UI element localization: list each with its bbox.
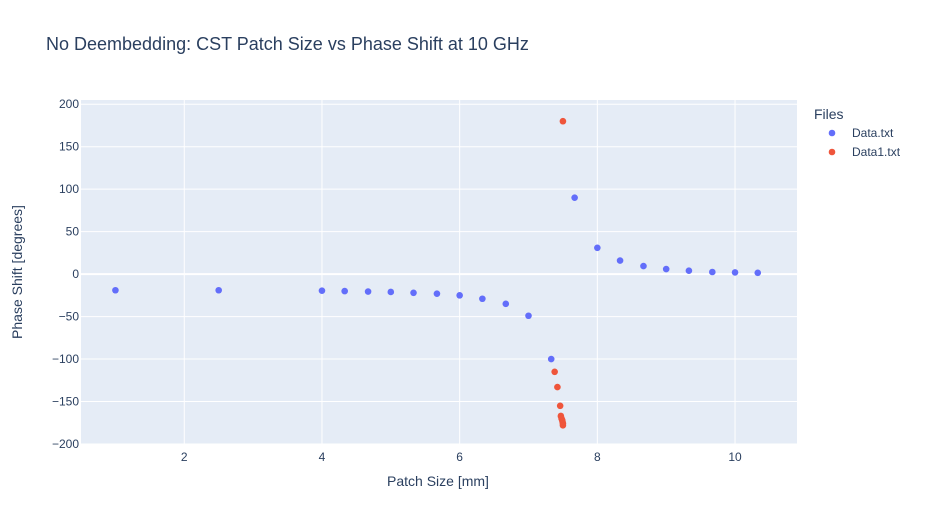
y-tick-label: 100 xyxy=(59,182,79,196)
x-tick-label: 10 xyxy=(728,450,742,464)
data-point[interactable] xyxy=(731,269,739,276)
legend-title: Files xyxy=(814,106,844,122)
legend-item-label[interactable]: Data.txt xyxy=(852,126,894,140)
data-point[interactable] xyxy=(616,257,624,264)
data-point[interactable] xyxy=(215,286,222,294)
y-axis-ticks: −200 −150 −100 −50 0 50 100 150 200 xyxy=(52,97,79,451)
x-tick-label: 8 xyxy=(594,450,601,464)
data-point[interactable] xyxy=(318,287,326,294)
x-axis-label: Patch Size [mm] xyxy=(387,473,489,489)
data-point[interactable] xyxy=(341,287,348,295)
data-point[interactable] xyxy=(112,286,119,294)
data-point[interactable] xyxy=(662,265,670,273)
data-point[interactable] xyxy=(685,267,693,275)
data-point[interactable] xyxy=(554,383,561,391)
y-tick-label: −150 xyxy=(52,395,79,409)
legend: Files Data.txt Data1.txt xyxy=(814,106,901,159)
data-point[interactable] xyxy=(754,269,762,277)
data-point[interactable] xyxy=(456,292,463,299)
data-point[interactable] xyxy=(594,244,601,252)
data-point[interactable] xyxy=(387,288,395,296)
y-axis-label: Phase Shift [degrees] xyxy=(9,205,25,339)
data-point[interactable] xyxy=(502,300,510,308)
plot-area xyxy=(81,100,797,444)
legend-marker[interactable] xyxy=(828,129,836,137)
legend-marker[interactable] xyxy=(828,148,836,156)
y-tick-label: 150 xyxy=(59,140,79,154)
data-point[interactable] xyxy=(479,295,486,303)
x-tick-label: 2 xyxy=(181,450,188,464)
data-point[interactable] xyxy=(410,289,417,297)
data-point[interactable] xyxy=(559,117,567,125)
data-points xyxy=(112,117,762,429)
legend-item-label[interactable]: Data1.txt xyxy=(852,145,901,159)
y-tick-label: −50 xyxy=(59,310,80,324)
chart-title: No Deembedding: CST Patch Size vs Phase … xyxy=(46,34,529,54)
grid-lines xyxy=(81,100,797,445)
data-point[interactable] xyxy=(433,290,441,297)
y-tick-label: 200 xyxy=(59,97,79,111)
data-point[interactable] xyxy=(551,368,558,376)
data-point[interactable] xyxy=(559,422,567,429)
data-point[interactable] xyxy=(547,355,555,363)
data-point[interactable] xyxy=(364,288,372,295)
data-point[interactable] xyxy=(709,268,716,276)
y-tick-label: −200 xyxy=(52,437,79,451)
x-axis-ticks: 2 4 6 8 10 xyxy=(181,450,742,464)
x-tick-label: 6 xyxy=(456,450,463,464)
data-point[interactable] xyxy=(556,402,564,410)
data-point[interactable] xyxy=(525,312,532,320)
y-tick-label: 50 xyxy=(66,225,80,239)
data-point[interactable] xyxy=(640,262,647,270)
x-tick-label: 4 xyxy=(319,450,326,464)
y-tick-label: −100 xyxy=(52,352,79,366)
y-tick-label: 0 xyxy=(72,267,79,281)
data-point[interactable] xyxy=(571,194,578,201)
